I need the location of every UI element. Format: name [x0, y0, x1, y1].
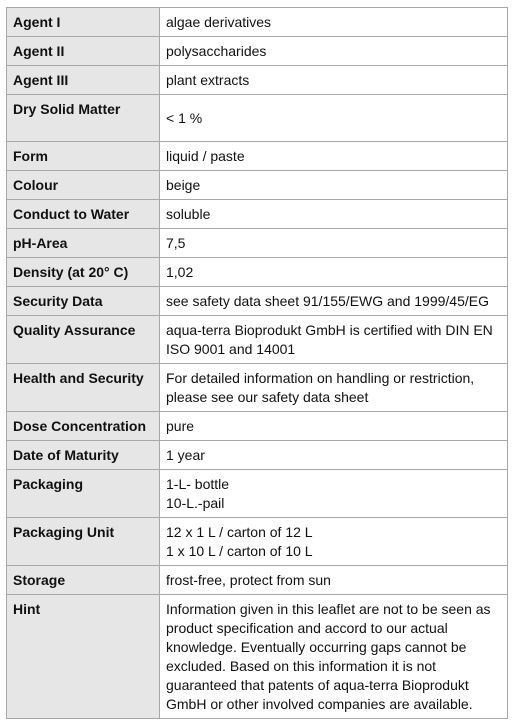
table-row: Form liquid / paste [6, 141, 508, 171]
table-row: Agent II polysaccharides [6, 36, 508, 66]
value-line: see safety data sheet 91/155/EWG and 199… [166, 293, 489, 309]
row-value: frost-free, protect from sun [159, 565, 508, 595]
row-label: Packaging [6, 469, 160, 518]
row-value: pure [159, 411, 508, 441]
value-line: aqua-terra Bioprodukt GmbH is certified … [166, 322, 493, 338]
table-row: Agent III plant extracts [6, 65, 508, 95]
table-row: Conduct to Water soluble [6, 199, 508, 229]
row-label: Form [6, 141, 160, 171]
table-row: Agent I algae derivatives [6, 7, 508, 37]
value-line: 1 x 10 L / carton of 10 L [166, 543, 313, 559]
table-row: Quality Assurance aqua-terra Bioprodukt G… [6, 315, 508, 364]
value-line: soluble [166, 206, 211, 222]
table-row: pH-Area 7,5 [6, 228, 508, 258]
table-row: Storage frost-free, protect from sun [6, 565, 508, 595]
table-row: Health and Security For detailed informat… [6, 363, 508, 412]
row-value: soluble [159, 199, 508, 229]
row-label: pH-Area [6, 228, 160, 258]
value-line: 10-L.-pail [166, 495, 225, 511]
value-line: beige [166, 177, 201, 193]
row-label: Agent II [6, 36, 160, 66]
row-label: Security Data [6, 286, 160, 316]
table-row: Colour beige [6, 170, 508, 200]
table-row: Dry Solid Matter < 1 % [6, 94, 508, 142]
value-line: excluded. Based on this information it i… [166, 658, 437, 674]
value-line: plant extracts [166, 72, 250, 88]
row-label: Agent III [6, 65, 160, 95]
value-line: 1 year [166, 447, 205, 463]
table-row: Density (at 20° C) 1,02 [6, 257, 508, 287]
value-line: knowledge. Eventually occurring gaps can… [166, 639, 467, 655]
row-value: 12 x 1 L / carton of 12 L 1 x 10 L / cart… [159, 517, 508, 566]
row-value: 7,5 [159, 228, 508, 258]
spec-table: Agent I algae derivatives Agent II polysacc… [6, 7, 508, 719]
row-value: Information given in this leaflet are no… [159, 594, 508, 719]
value-line: product specification and accord to our … [166, 620, 448, 636]
table-row: Hint Information given in this leaflet ar… [6, 594, 508, 719]
table-row: Security Data see safety data sheet 91/15… [6, 286, 508, 316]
value-line: 1-L- bottle [166, 476, 230, 492]
row-label: Density (at 20° C) [6, 257, 160, 287]
row-value: liquid / paste [159, 141, 508, 171]
row-label: Dose Concentration [6, 411, 160, 441]
table-row: Packaging 1-L- bottle 10-L.-pail [6, 469, 508, 518]
value-line: liquid / paste [166, 148, 245, 164]
row-value: 1-L- bottle 10-L.-pail [159, 469, 508, 518]
value-line: 1,02 [166, 264, 194, 280]
row-label: Colour [6, 170, 160, 200]
row-value: algae derivatives [159, 7, 508, 37]
row-label: Storage [6, 565, 160, 595]
table-row: Date of Maturity 1 year [6, 440, 508, 470]
value-line: guaranteed that patents of aqua-terra Bi… [166, 677, 469, 693]
value-line: algae derivatives [166, 14, 272, 30]
row-value: 1,02 [159, 257, 508, 287]
row-label: Quality Assurance [6, 315, 160, 364]
row-value: 1 year [159, 440, 508, 470]
row-value: plant extracts [159, 65, 508, 95]
row-value: beige [159, 170, 508, 200]
value-line: For detailed information on handling or … [166, 370, 475, 386]
row-value: < 1 % [159, 94, 508, 142]
row-value: aqua-terra Bioprodukt GmbH is certified … [159, 315, 508, 364]
value-line: polysaccharides [166, 43, 267, 59]
value-line: frost-free, protect from sun [166, 572, 331, 588]
value-line: ISO 9001 and 14001 [166, 341, 296, 357]
row-label: Health and Security [6, 363, 160, 412]
row-value: see safety data sheet 91/155/EWG and 199… [159, 286, 508, 316]
row-label: Hint [6, 594, 160, 719]
value-line: Information given in this leaflet are no… [166, 601, 491, 617]
value-line: please see our safety data sheet [166, 389, 369, 405]
row-label: Conduct to Water [6, 199, 160, 229]
value-line: 12 x 1 L / carton of 12 L [166, 524, 313, 540]
row-value: polysaccharides [159, 36, 508, 66]
row-label: Dry Solid Matter [6, 94, 160, 142]
value-line: GmbH or other involved companies are ava… [166, 696, 473, 712]
row-value: For detailed information on handling or … [159, 363, 508, 412]
row-label: Agent I [6, 7, 160, 37]
value-line: < 1 % [166, 110, 203, 126]
value-line: 7,5 [166, 235, 186, 251]
row-label: Date of Maturity [6, 440, 160, 470]
value-line: pure [166, 418, 195, 434]
table-row: Dose Concentration pure [6, 411, 508, 441]
row-label: Packaging Unit [6, 517, 160, 566]
